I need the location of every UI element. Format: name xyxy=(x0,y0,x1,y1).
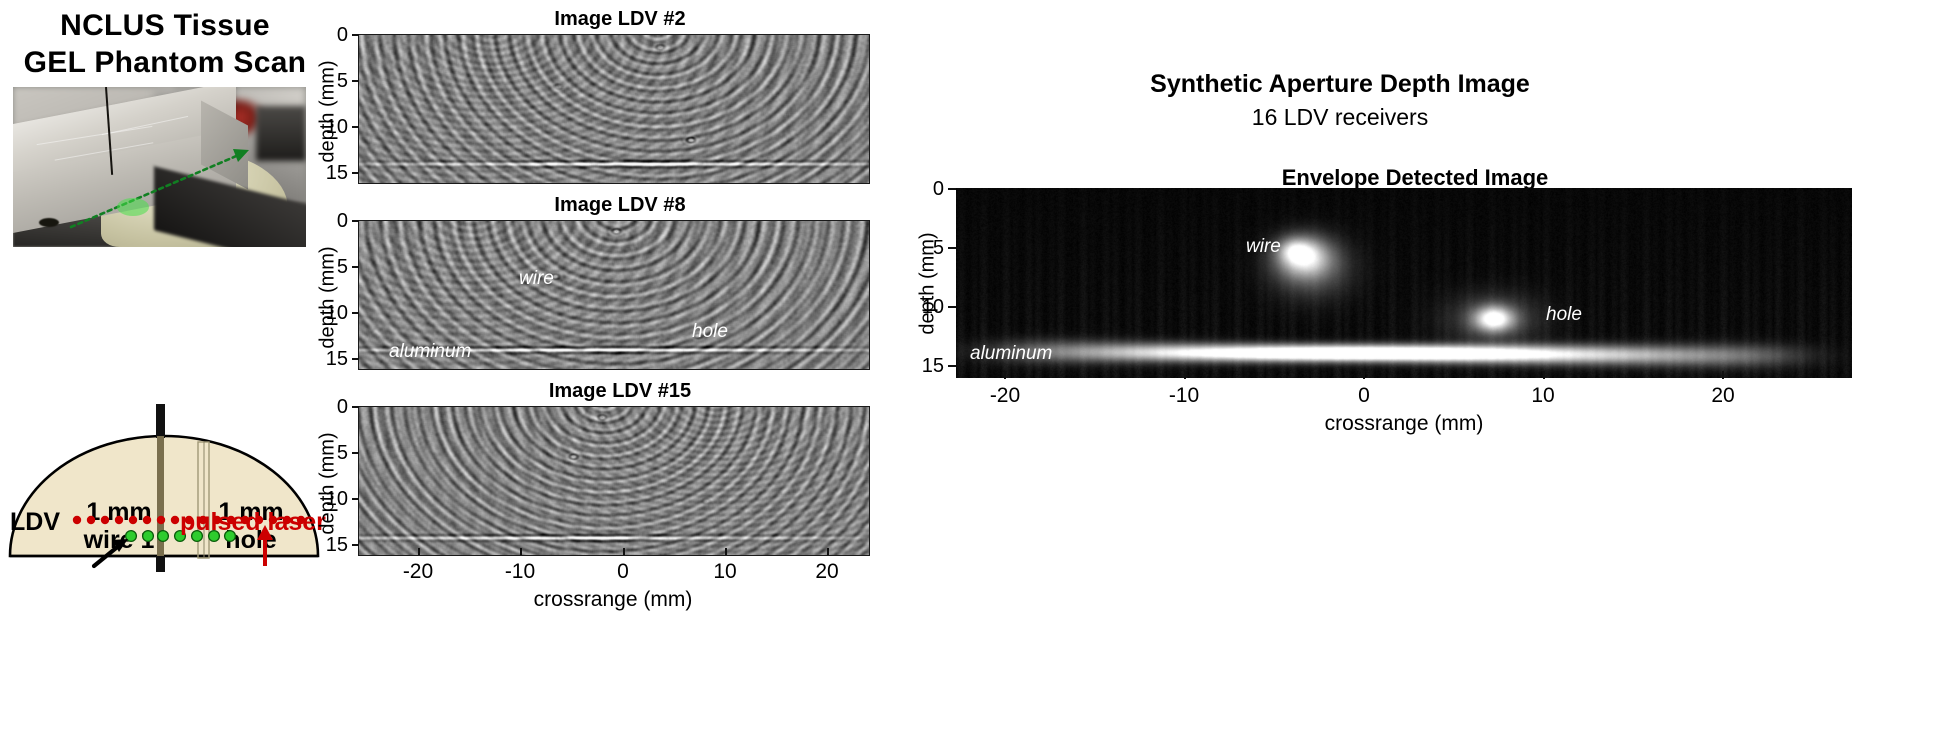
tick xyxy=(725,548,727,555)
bscan-annotation-wire: wire xyxy=(519,268,554,289)
tick xyxy=(1184,371,1186,379)
bscan-ytick-1-5: 5 xyxy=(336,70,348,92)
envelope-canvas xyxy=(956,188,1852,378)
envelope-annotation-wire: wire xyxy=(1246,236,1281,257)
tick xyxy=(352,498,359,500)
tick xyxy=(948,247,956,249)
bscan-title-1: Image LDV #2 xyxy=(554,8,686,30)
envelope-xtick-10: 10 xyxy=(1531,384,1555,407)
tick xyxy=(948,365,956,367)
synthetic-aperture-subtitle: 16 LDV receivers xyxy=(1251,104,1429,130)
diagram-wire-1 xyxy=(157,436,164,558)
envelope-detected-image: wire hole aluminum xyxy=(956,188,1852,378)
envelope-xtick-0: 0 xyxy=(1358,384,1370,407)
bscan-ytick-1-0: 0 xyxy=(336,24,348,46)
diagram-ldv-dot-row xyxy=(124,529,237,543)
bscan-title-3: Image LDV #15 xyxy=(548,380,692,402)
synthetic-aperture-title: Synthetic Aperture Depth Image xyxy=(1150,70,1530,98)
diagram-wire-post-top xyxy=(156,404,165,438)
tick xyxy=(352,80,359,82)
ldv-pointer-arrow xyxy=(91,539,128,569)
envelope-ytick-10: 10 xyxy=(921,296,944,318)
bscan-ytick-3-0: 0 xyxy=(336,396,348,418)
tick xyxy=(352,312,359,314)
envelope-ytick-5: 5 xyxy=(932,237,944,259)
tick xyxy=(352,34,359,36)
tick xyxy=(352,172,359,174)
tick xyxy=(352,126,359,128)
bscan-title-2: Image LDV #8 xyxy=(554,194,686,216)
envelope-image-title: Envelope Detected Image xyxy=(1281,165,1549,190)
tick xyxy=(352,452,359,454)
bscan-canvas-3 xyxy=(359,407,869,555)
tick xyxy=(948,188,956,190)
bscan-ytick-3-15: 15 xyxy=(325,534,348,556)
photo-background-dark-object xyxy=(256,106,306,161)
bscan-ytick-2-10: 10 xyxy=(325,302,348,324)
tick xyxy=(352,266,359,268)
envelope-ylabel: depth (mm) xyxy=(916,232,939,335)
tick xyxy=(352,544,359,546)
tick xyxy=(352,358,359,360)
bscan-xlabel: crossrange (mm) xyxy=(533,588,693,611)
envelope-annotation-hole: hole xyxy=(1546,304,1582,325)
diagram-wire-post-bottom xyxy=(156,556,165,572)
envelope-annotation-aluminum: aluminum xyxy=(970,343,1053,364)
envelope-xtick--20: -20 xyxy=(989,384,1021,407)
left-panel-title-line1: NCLUS Tissue xyxy=(60,9,270,42)
pulsed-laser-arrow xyxy=(257,525,273,566)
tick xyxy=(352,220,359,222)
bscan-xtick--10: -10 xyxy=(504,560,536,583)
bscan-ytick-2-5: 5 xyxy=(336,256,348,278)
bscan-xtick-20: 20 xyxy=(815,560,839,583)
envelope-xtick--10: -10 xyxy=(1168,384,1200,407)
envelope-ytick-0: 0 xyxy=(932,178,944,200)
bscan-xtick--20: -20 xyxy=(402,560,434,583)
tick xyxy=(623,548,625,555)
phantom-schematic-overlay xyxy=(6,398,322,573)
tick xyxy=(352,406,359,408)
envelope-xtick-20: 20 xyxy=(1711,384,1735,407)
bscan-canvas-2 xyxy=(359,221,869,369)
bscan-canvas-1 xyxy=(359,35,869,183)
left-panel-title: NCLUS Tissue GEL Phantom Scan xyxy=(10,8,320,81)
bscan-xtick-10: 10 xyxy=(713,560,737,583)
diagram-ldv-label: LDV xyxy=(10,508,60,536)
diagram-pulsed-laser-dot-row xyxy=(72,515,306,525)
bscan-image-3 xyxy=(358,406,870,556)
bscan-ytick-2-0: 0 xyxy=(336,210,348,232)
tick xyxy=(827,548,829,555)
bscan-ytick-3-10: 10 xyxy=(325,488,348,510)
photo-scan-arrow xyxy=(69,149,249,229)
tick xyxy=(1722,371,1724,379)
bscan-annotation-hole: hole xyxy=(692,321,728,342)
tick xyxy=(418,548,420,555)
phantom-schematic-diagram: 1 mm wire 1 1 mm hole xyxy=(6,398,322,573)
bscan-annotation-aluminum: aluminum xyxy=(389,341,472,362)
bscan-image-2: wire hole aluminum xyxy=(358,220,870,370)
phantom-photograph xyxy=(13,87,306,247)
tick xyxy=(520,548,522,555)
bscan-ytick-2-15: 15 xyxy=(325,348,348,370)
tick xyxy=(1543,371,1545,379)
bscan-image-1 xyxy=(358,34,870,184)
tick xyxy=(948,306,956,308)
left-panel-title-line2: GEL Phantom Scan xyxy=(23,45,307,79)
bscan-xtick-0: 0 xyxy=(617,560,629,583)
bscan-ytick-3-5: 5 xyxy=(336,442,348,464)
tick xyxy=(1004,371,1006,379)
envelope-ytick-15: 15 xyxy=(921,355,944,377)
bscan-ytick-1-15: 15 xyxy=(325,162,348,184)
bscan-ytick-1-10: 10 xyxy=(325,116,348,138)
tick xyxy=(1363,371,1365,379)
envelope-xlabel: crossrange (mm) xyxy=(1324,412,1484,435)
diagram-pulsed-laser-label: pulsed laser xyxy=(180,508,326,536)
photo-mount-hole xyxy=(39,218,60,228)
